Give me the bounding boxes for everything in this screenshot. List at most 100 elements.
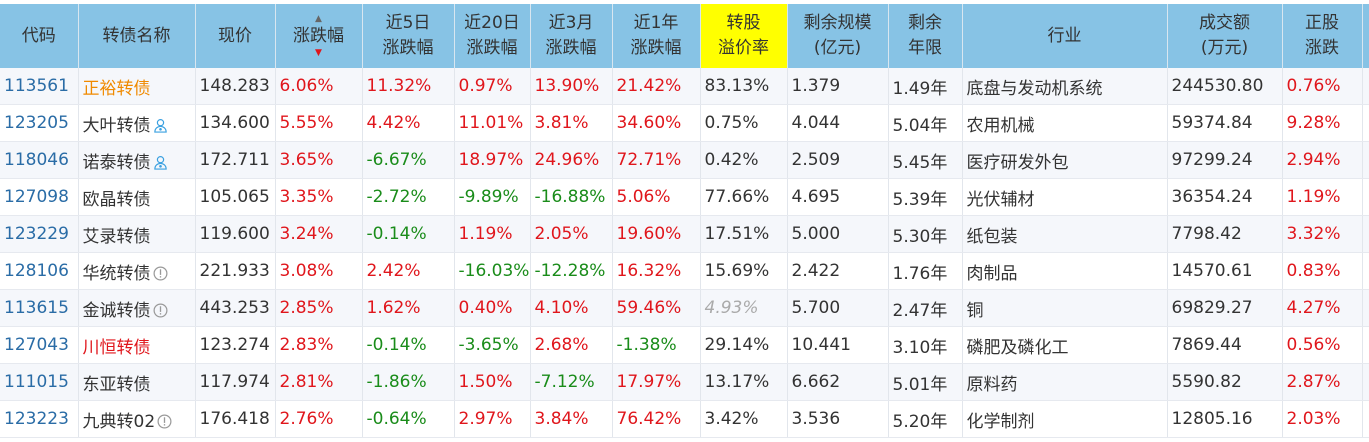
change-20d-text: 11.01% <box>458 113 524 133</box>
bond-code[interactable]: 127098 <box>0 178 79 216</box>
industry-text: 医疗研发外包 <box>966 152 1069 173</box>
bond-name[interactable]: 华统转债 <box>78 252 196 290</box>
table-row[interactable]: 128106 华统转债 221.933 3.08% 2.42% -16.03% -12.28… <box>0 252 1369 290</box>
bond-name[interactable]: 欧晶转债 <box>78 178 196 216</box>
change-3m: 24.96% <box>530 141 613 179</box>
price: 176.418 <box>195 400 276 438</box>
industry-text: 原料药 <box>966 374 1018 395</box>
change-text: 3.08% <box>279 261 334 281</box>
bond-code-text: 123205 <box>4 113 69 133</box>
column-header[interactable]: 正股 涨跌 <box>1282 4 1363 68</box>
turnover: 5590.82 <box>1167 363 1283 401</box>
bond-code[interactable]: 111015 <box>0 363 79 401</box>
turnover: 7798.42 <box>1167 215 1283 253</box>
industry: 铜 <box>962 289 1168 327</box>
bond-name[interactable]: 金诚转债 <box>78 289 196 327</box>
table-row[interactable]: 113615 金诚转债 443.253 2.85% 1.62% 0.40% 4.10% 59.… <box>0 289 1369 327</box>
turnover: 59374.84 <box>1167 104 1283 142</box>
table-row[interactable]: 127043 川恒转债 123.274 2.83% -0.14% -3.65% 2.68% -… <box>0 326 1369 364</box>
industry-text: 化学制剂 <box>966 411 1035 432</box>
turnover-text: 7798.42 <box>1171 224 1242 244</box>
table-row[interactable]: 118046 诺泰转债 172.711 3.65% -6.67% 18.97% 24.96%… <box>0 141 1369 179</box>
bond-code[interactable]: 123229 <box>0 215 79 253</box>
column-header[interactable]: 行业 <box>962 4 1168 68</box>
change-3m-text: 3.81% <box>534 113 589 133</box>
change-20d-text: 1.50% <box>458 372 513 392</box>
change-1y: 19.60% <box>612 215 701 253</box>
change-1y-text: 19.60% <box>616 224 682 244</box>
bond-code[interactable]: 128106 <box>0 252 79 290</box>
price-text: 119.600 <box>199 224 270 244</box>
bond-name-text: 华统转债 <box>82 263 151 284</box>
bond-name-text: 大叶转债 <box>82 115 151 136</box>
column-header[interactable]: 转股 溢价率 <box>700 4 788 68</box>
change-3m: 4.10% <box>530 289 613 327</box>
column-header[interactable]: 转债名称 <box>78 4 196 68</box>
column-header[interactable]: 近1年 涨跌幅 <box>612 4 701 68</box>
price: 443.253 <box>195 289 276 327</box>
remaining-size-text: 2.509 <box>791 150 841 170</box>
change-20d: -9.89% <box>454 178 531 216</box>
remaining-size: 5.700 <box>787 289 889 327</box>
column-header[interactable]: 剩余 年限 <box>888 4 963 68</box>
table-row[interactable]: 111015 东亚转债 117.974 2.81% -1.86% 1.50% -7.12% 1… <box>0 363 1369 401</box>
change-5d: -1.86% <box>362 363 455 401</box>
bond-code[interactable]: 113561 <box>0 68 79 105</box>
change-text: 5.55% <box>279 113 334 133</box>
table-row[interactable]: 127098 欧晶转债 105.065 3.35% -2.72% -9.89% -16.88… <box>0 178 1369 216</box>
column-header[interactable]: 现价 <box>195 4 276 68</box>
bond-name-text: 川恒转债 <box>82 337 151 358</box>
change-20d: 11.01% <box>454 104 531 142</box>
bond-code[interactable]: 113615 <box>0 289 79 327</box>
table-row[interactable]: 123205 大叶转债 134.600 5.55% 4.42% 11.01% 3.81% 34… <box>0 104 1369 142</box>
table-header: 代码 转债名称 现价 ▲ 涨跌幅 ▼ 近5日 涨跌幅 近20日 涨跌幅 近3月 涨跌幅 近1年 涨… <box>0 4 1369 68</box>
remaining-years-text: 3.10年 <box>892 337 948 358</box>
change: 3.08% <box>275 252 363 290</box>
price-text: 221.933 <box>199 261 270 281</box>
bond-name[interactable]: 大叶转债 <box>78 104 196 142</box>
bond-code[interactable]: 123223 <box>0 400 79 438</box>
bond-name[interactable]: 诺泰转债 <box>78 141 196 179</box>
change-5d: 1.62% <box>362 289 455 327</box>
bond-code[interactable]: 123205 <box>0 104 79 142</box>
change-5d-text: -0.64% <box>366 409 427 429</box>
column-label: 近5日 涨跌幅 <box>382 13 434 58</box>
turnover-text: 12805.16 <box>1171 409 1253 429</box>
change-5d: -2.72% <box>362 178 455 216</box>
bond-name[interactable]: 正裕转债 <box>78 68 196 105</box>
column-header[interactable]: 代码 <box>0 4 79 68</box>
column-header[interactable]: 近3月 涨跌幅 <box>530 4 613 68</box>
table-row[interactable]: 123223 九典转02 176.418 2.76% -0.64% 2.97% 3.84% 7… <box>0 400 1369 438</box>
change-text: 3.35% <box>279 187 334 207</box>
column-header[interactable]: ▲ 涨跌幅 ▼ <box>275 4 363 68</box>
column-header[interactable]: 剩余规模 (亿元) <box>787 4 889 68</box>
price: 123.274 <box>195 326 276 364</box>
column-header[interactable]: 成交额 (万元) <box>1167 4 1283 68</box>
column-header[interactable]: 近20日 涨跌幅 <box>454 4 531 68</box>
change: 3.35% <box>275 178 363 216</box>
column-header[interactable]: 近5日 涨跌幅 <box>362 4 455 68</box>
stock-change-text: 2.03% <box>1286 409 1341 429</box>
conversion-premium-text: 77.66% <box>704 187 770 207</box>
change-20d: 1.19% <box>454 215 531 253</box>
info-icon <box>153 266 167 280</box>
price-text: 105.065 <box>199 187 270 207</box>
bond-name[interactable]: 东亚转债 <box>78 363 196 401</box>
bond-name[interactable]: 川恒转债 <box>78 326 196 364</box>
stock-change: 2.94% <box>1282 141 1363 179</box>
remaining-years-text: 1.76年 <box>892 263 948 284</box>
bond-code[interactable]: 118046 <box>0 141 79 179</box>
change: 2.81% <box>275 363 363 401</box>
bond-name[interactable]: 九典转02 <box>78 400 196 438</box>
table-row[interactable]: 123229 艾录转债 119.600 3.24% -0.14% 1.19% 2.05% 19… <box>0 215 1369 253</box>
change: 3.24% <box>275 215 363 253</box>
bond-table: 代码 转债名称 现价 ▲ 涨跌幅 ▼ 近5日 涨跌幅 近20日 涨跌幅 近3月 涨跌幅 近1年 涨… <box>0 4 1369 438</box>
turnover: 36354.24 <box>1167 178 1283 216</box>
remaining-size: 3.536 <box>787 400 889 438</box>
conversion-premium-text: 3.42% <box>704 409 759 429</box>
bond-code-text: 123223 <box>4 409 69 429</box>
table-row[interactable]: 113561 正裕转债 148.283 6.06% 11.32% 0.97% 13.90% 2… <box>0 68 1369 105</box>
bond-code[interactable]: 127043 <box>0 326 79 364</box>
bond-name[interactable]: 艾录转债 <box>78 215 196 253</box>
conversion-premium: 4.93% <box>700 289 788 327</box>
